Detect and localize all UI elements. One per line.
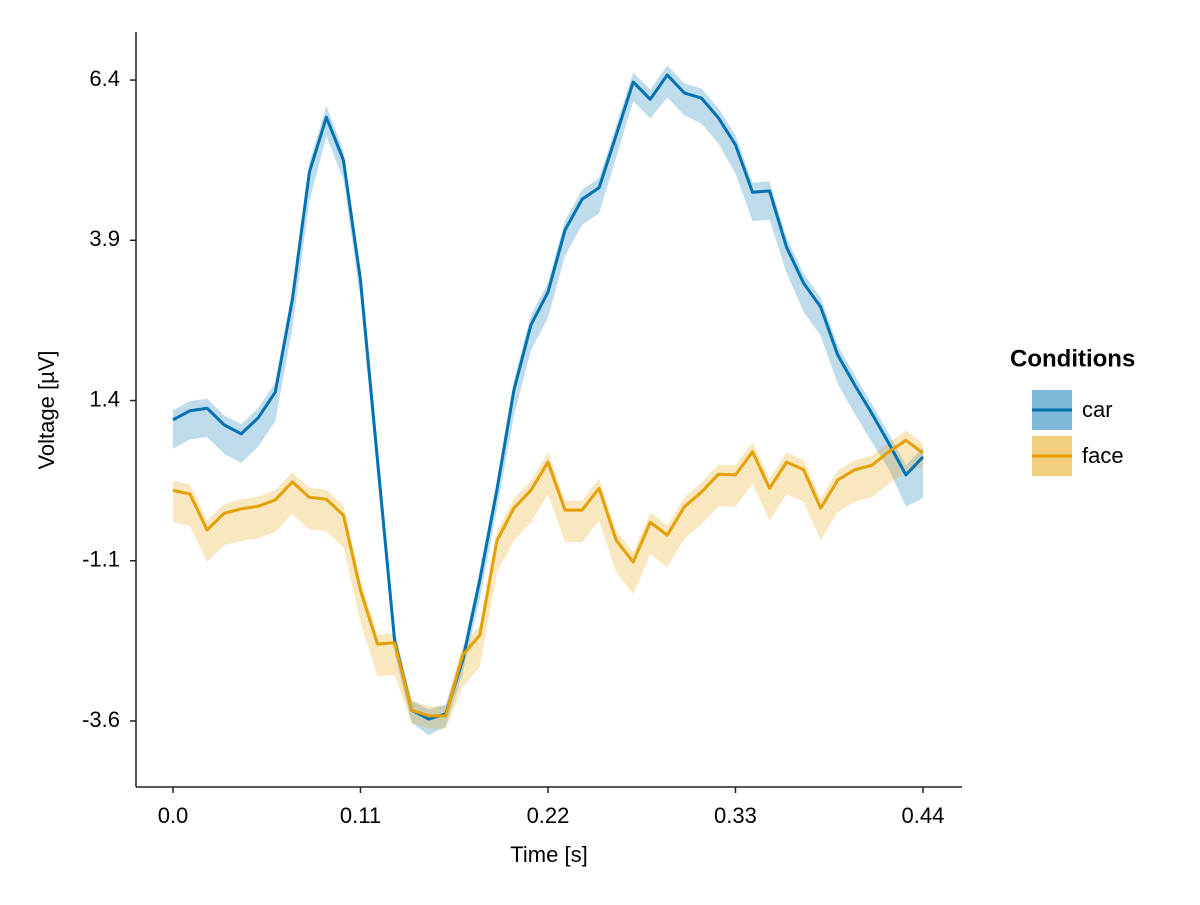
legend-label: car <box>1082 397 1113 422</box>
y-tick-label: 6.4 <box>89 66 120 91</box>
legend-title: Conditions <box>1010 345 1135 372</box>
line <box>172 438 924 718</box>
x-axis-label: Time [s] <box>510 842 587 867</box>
x-tick-label: 0.0 <box>158 803 189 828</box>
confidence-band <box>172 65 923 736</box>
x-tick-label: 0.22 <box>527 803 570 828</box>
legend-label: face <box>1082 443 1124 468</box>
x-tick-label: 0.11 <box>340 803 381 828</box>
y-tick-label: -3.6 <box>82 707 120 732</box>
y-tick-label: -1.1 <box>82 547 120 572</box>
confidence-band <box>172 430 923 729</box>
line <box>172 73 925 721</box>
y-axis-label: Voltage [µV] <box>34 350 59 469</box>
x-tick-label: 0.44 <box>902 803 945 828</box>
y-tick-label: 1.4 <box>89 386 120 411</box>
x-tick-label: 0.33 <box>714 803 757 828</box>
y-tick-label: 3.9 <box>89 226 120 251</box>
